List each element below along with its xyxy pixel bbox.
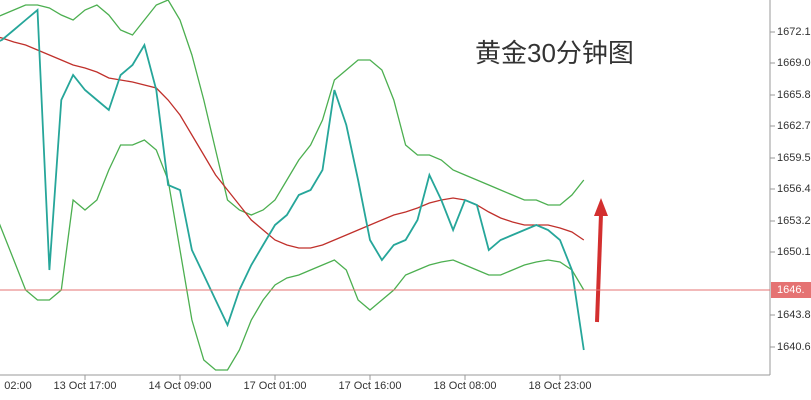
x-tick-label: 18 Oct 23:00 <box>529 380 592 392</box>
y-tick-label: 1656.4 <box>777 183 811 195</box>
x-tick-label: 18 Oct 08:00 <box>434 380 497 392</box>
y-tick-label: 1643.8 <box>777 309 811 321</box>
y-tick-label: 1640.6 <box>777 341 811 353</box>
y-tick-label: 1653.2 <box>777 215 811 227</box>
x-tick-label: 13 Oct 17:00 <box>54 380 117 392</box>
price-label: 1646. <box>777 284 805 296</box>
y-tick-label: 1669.0 <box>777 57 811 69</box>
price-marker <box>771 282 811 298</box>
y-tick-label: 1665.8 <box>777 89 811 101</box>
x-tick-label: 02:00 <box>4 380 32 392</box>
series-line <box>0 36 585 249</box>
x-tick-label: 17 Oct 01:00 <box>244 380 307 392</box>
y-tick-label: 1659.5 <box>777 152 811 164</box>
y-tick-label: 1662.7 <box>777 120 811 132</box>
arrow-head <box>594 198 608 216</box>
arrow <box>594 198 608 323</box>
annotation: 黄金30分钟图 <box>475 38 634 68</box>
arrow-shaft <box>595 213 603 323</box>
series-line <box>0 0 585 216</box>
x-tick-label: 14 Oct 09:00 <box>149 380 212 392</box>
series-line <box>0 8 585 351</box>
series-line <box>0 139 585 371</box>
y-tick-label: 1672.1 <box>777 26 811 38</box>
x-tick-label: 17 Oct 16:00 <box>339 380 402 392</box>
y-tick-label: 1650.1 <box>777 246 811 258</box>
